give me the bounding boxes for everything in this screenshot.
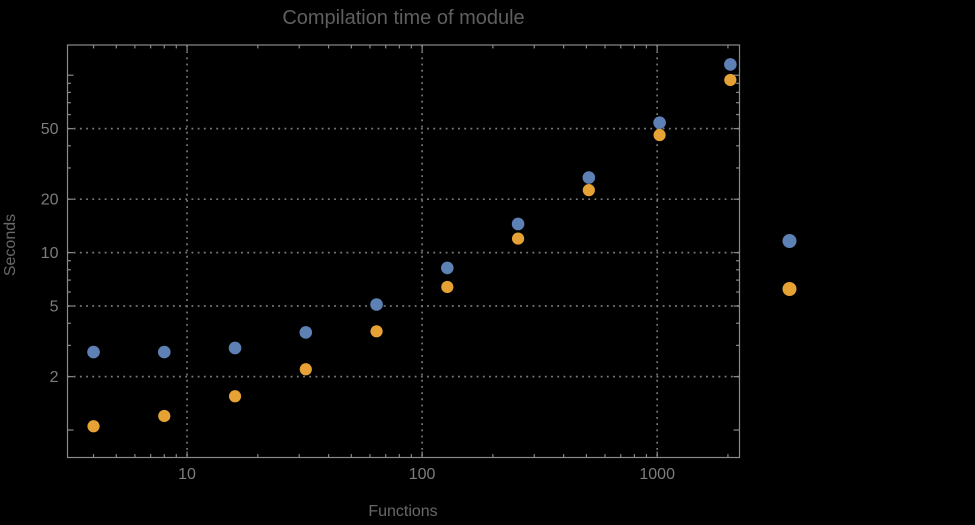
chart-title: Compilation time of module [282,7,525,29]
x-tick-label: 1000 [639,466,675,483]
data-point-orange [158,409,171,423]
data-point-orange [370,325,383,338]
legend-marker-blue [782,234,797,248]
data-point-blue [724,58,737,71]
data-point-orange [441,280,454,294]
data-point-blue [582,171,596,184]
data-point-blue [87,345,100,359]
data-point-orange [511,232,525,245]
data-point-orange [299,363,312,376]
data-point-blue [228,341,242,355]
data-point-blue [299,326,313,339]
x-tick-label: 10 [178,466,196,483]
y-tick-label: 10 [41,245,59,262]
y-tick-label: 5 [50,299,59,316]
legend-marker-orange [782,282,797,296]
plot-frame [66,44,741,459]
data-point-blue [370,298,383,311]
data-point-blue [653,116,666,129]
data-point-blue [157,345,171,359]
data-point-orange [582,184,595,197]
data-point-orange [653,128,666,142]
y-tick-label: 20 [41,192,59,209]
data-point-blue [511,217,525,231]
data-point-blue [441,261,454,275]
data-point-orange [87,420,100,433]
x-tick-label: 100 [409,466,436,483]
x-axis-title: Functions [368,503,438,520]
data-point-orange [228,390,242,403]
y-tick-label: 50 [41,121,59,138]
data-point-orange [724,73,737,87]
y-tick-label: 2 [50,369,59,386]
